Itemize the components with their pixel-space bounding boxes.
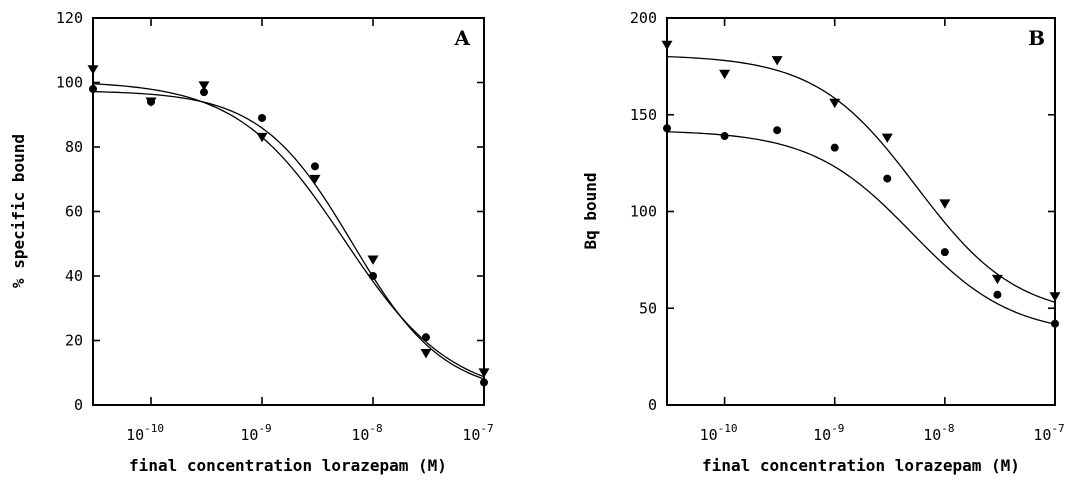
panel-a-circle-point-7 xyxy=(480,378,488,387)
panel-a-circle-point-3 xyxy=(258,113,267,122)
panel-a-x-tick-label-0: 10-10 xyxy=(126,422,164,444)
panel-b-triangle-point-5 xyxy=(939,199,951,209)
panel-a-y-tick-label-0: 0 xyxy=(74,396,83,414)
panel-b-y-tick-label-2: 100 xyxy=(630,203,657,221)
panel-a-triangle-point-0 xyxy=(87,65,99,75)
panel-a-circle-point-0 xyxy=(89,84,97,93)
panel-b-y-tick-label-1: 50 xyxy=(639,299,657,317)
panel-a-fit-curves xyxy=(92,83,485,380)
panel-a-y-tick-label-1: 20 xyxy=(65,332,83,350)
panel-a-y-tick-label-3: 60 xyxy=(65,203,83,221)
panel-b-x-tick-label-3: 10-7 xyxy=(1033,422,1064,444)
panel-a-ticks: 0 20 40 60 80 100 120 10-10 10-9 10-8 10-7 xyxy=(56,9,494,444)
panel-b-x-tick-label-0: 10-10 xyxy=(700,422,738,444)
panel-b-ticks: 0 50 100 150 200 10-10 10-9 10-8 10-7 xyxy=(630,9,1065,444)
panel-b-triangle-point-4 xyxy=(881,133,893,143)
panel-a-triangle-point-3 xyxy=(256,132,268,143)
panel-b-fit-curve-1 xyxy=(666,55,1056,303)
panel-a-x-tick-label-3: 10-7 xyxy=(462,422,493,444)
panel-a-triangle-point-2 xyxy=(198,81,210,91)
panel-b-x-axis-label: final concentration lorazepam (M) xyxy=(702,456,1020,475)
panel-a-x-axis-label: final concentration lorazepam (M) xyxy=(129,456,447,475)
panel-a-x-tick-label-1: 10-9 xyxy=(240,422,271,444)
panel-b-circle-point-0 xyxy=(663,124,671,133)
panel-b-triangle-point-1 xyxy=(719,69,731,80)
panel-b-letter: B xyxy=(1028,26,1045,50)
panel-b-triangle-point-6 xyxy=(991,274,1003,285)
panel-b-circle-point-4 xyxy=(883,174,892,183)
panel-a-y-tick-label-4: 80 xyxy=(65,138,83,156)
panel-a-x-tick-label-2: 10-8 xyxy=(351,422,382,444)
panel-a-triangle-point-1 xyxy=(145,97,157,107)
panel-b-data-points xyxy=(661,40,1061,328)
panel-b-chart: 0 50 100 150 200 10-10 10-9 10-8 10-7 B final co… xyxy=(581,9,1065,475)
panel-b-fit-curve-0 xyxy=(666,131,1056,325)
panel-a-letter: A xyxy=(453,26,470,50)
panel-a-y-tick-label-5: 100 xyxy=(56,74,83,92)
panel-a-y-tick-label-6: 120 xyxy=(56,9,83,27)
panel-b-circle-point-6 xyxy=(993,290,1002,299)
panel-b-y-tick-label-3: 150 xyxy=(630,106,657,124)
panel-a-fit-curve-0 xyxy=(92,90,485,380)
panel-b-circle-point-1 xyxy=(720,132,729,141)
panel-a-y-tick-label-2: 40 xyxy=(65,267,83,285)
panel-b-triangle-point-0 xyxy=(661,40,673,51)
panel-a-circle-point-2 xyxy=(199,88,208,97)
panel-a-chart: 0 20 40 60 80 100 120 10-10 10-9 10-8 10-7 A final… xyxy=(9,9,494,475)
panel-b-y-axis-label: Bq bound xyxy=(581,172,600,249)
panel-a-circle-point-4 xyxy=(310,162,319,171)
panel-a-plot-frame xyxy=(92,17,485,406)
panel-b-y-tick-label-0: 0 xyxy=(648,396,657,414)
panel-b-x-tick-label-1: 10-9 xyxy=(813,422,844,444)
panel-b-y-tick-label-4: 200 xyxy=(630,9,657,27)
panel-b-circle-point-7 xyxy=(1051,319,1059,328)
panel-b-fit-curves xyxy=(666,55,1056,325)
panel-b-circle-point-3 xyxy=(830,143,839,152)
panel-a-data-points xyxy=(87,65,490,387)
panel-b-triangle-point-7 xyxy=(1049,292,1061,302)
panel-a-triangle-point-6 xyxy=(420,349,432,359)
panel-a-triangle-point-5 xyxy=(367,255,379,265)
panel-a-triangle-point-4 xyxy=(309,174,321,185)
panel-b-triangle-point-2 xyxy=(771,56,783,66)
panel-b-circle-point-2 xyxy=(773,126,782,135)
panel-b-x-tick-label-2: 10-8 xyxy=(923,422,954,444)
panel-b-circle-point-5 xyxy=(940,248,949,257)
panel-a-circle-point-5 xyxy=(369,272,378,280)
panel-b-triangle-point-3 xyxy=(829,98,841,109)
panel-a-circle-point-6 xyxy=(421,333,430,342)
panel-a-y-axis-label: % specific bound xyxy=(9,134,28,288)
panel-a-fit-curve-1 xyxy=(92,83,485,378)
panel-a-triangle-point-7 xyxy=(478,368,490,378)
